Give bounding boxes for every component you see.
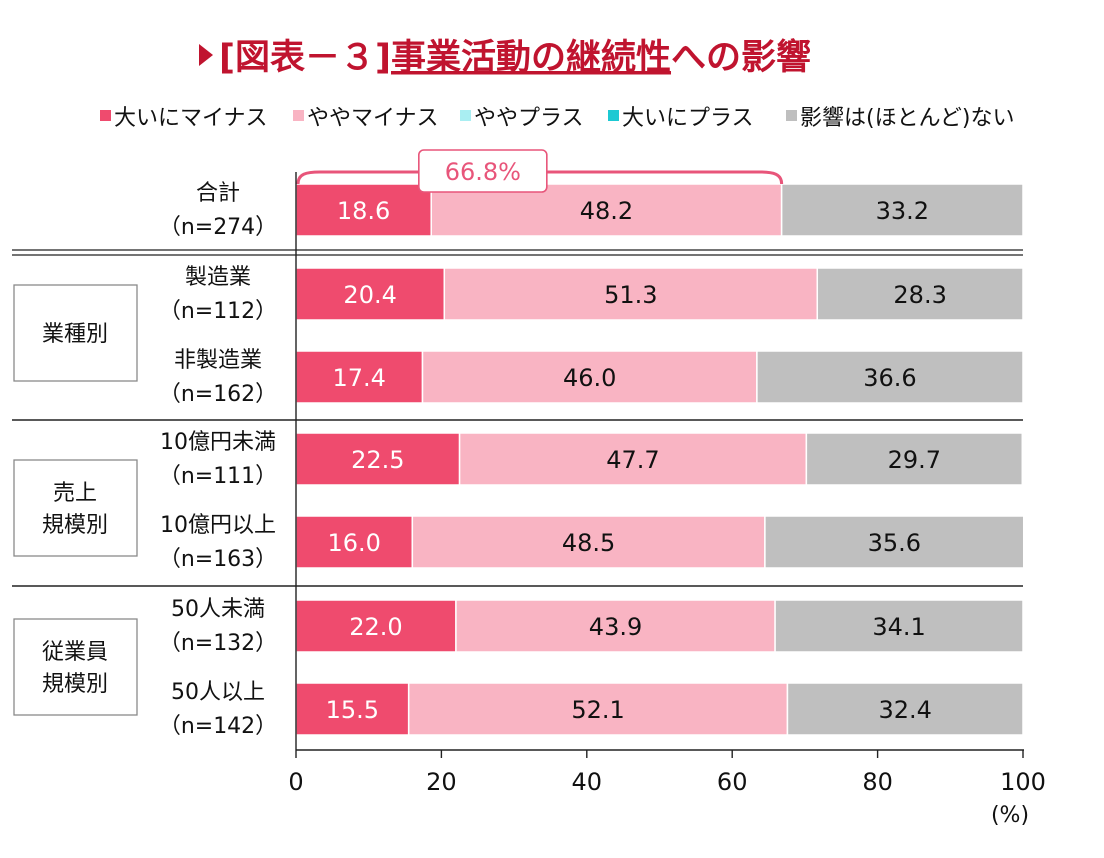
bar-label-row3-series2: 29.7 <box>888 446 941 474</box>
category-name-2: 非製造業 <box>174 348 262 373</box>
bar-label-row3-series0: 22.5 <box>351 446 404 474</box>
category-name-3: 10億円未満 <box>160 430 276 455</box>
bar-row4-series2 <box>764 515 1025 569</box>
title-marker-icon <box>199 44 213 66</box>
legend-label-3: ややプラス <box>474 106 584 131</box>
legend-swatch-4 <box>608 110 619 121</box>
bar-row3-series0 <box>295 432 461 486</box>
x-tick-label-5: 100 <box>1000 768 1046 796</box>
category-name-4: 10億円以上 <box>160 513 276 538</box>
category-name-0: 合計 <box>196 181 240 206</box>
bar-label-row6-series2: 32.4 <box>879 696 932 724</box>
bar-row5-series2 <box>774 599 1024 653</box>
bar-label-row1-series0: 20.4 <box>343 281 396 309</box>
bar-row3-series1 <box>458 432 808 486</box>
category-n-1: （n=112） <box>159 299 277 324</box>
group-box-3 <box>13 618 138 716</box>
group-label-1: 業種別 <box>42 322 108 347</box>
bar-row3-series2 <box>805 432 1024 486</box>
group-label-2: 売上規模別 <box>42 481 108 538</box>
x-tick-label-4: 80 <box>862 768 893 796</box>
category-name-1: 製造業 <box>185 265 251 290</box>
bar-row4-series1 <box>411 515 766 569</box>
bar-label-row2-series2: 36.6 <box>863 364 916 392</box>
category-labels: 合計 （n=274） 製造業 （n=112） 非製造業 （n=162） 10億円未満 （n=1… <box>159 181 277 739</box>
bar-row5-series1 <box>455 599 776 653</box>
title-main: 事業活動の継続性 <box>391 38 671 78</box>
bar-label-row1-series1: 51.3 <box>604 281 657 309</box>
category-n-4: （n=163） <box>159 547 277 572</box>
annotation-label: 66.8% <box>445 158 521 186</box>
title-prefix: [図表－３] <box>219 38 391 78</box>
bar-label-row0-series0: 18.6 <box>337 197 390 225</box>
annotation-box <box>418 149 548 193</box>
category-n-2: （n=162） <box>159 382 277 407</box>
category-n-6: （n=142） <box>159 714 277 739</box>
bar-label-row6-series1: 52.1 <box>571 696 624 724</box>
group-box-1 <box>13 284 138 382</box>
bar-label-row1-series2: 28.3 <box>893 281 946 309</box>
bar-label-row4-series1: 48.5 <box>562 529 615 557</box>
bar-row4-series0 <box>295 515 414 569</box>
x-tick-label-0: 0 <box>288 768 303 796</box>
bar-row1-series2 <box>816 267 1024 321</box>
bar-label-row6-series0: 15.5 <box>326 696 379 724</box>
legend-label-2: ややマイナス <box>307 106 439 131</box>
bar-row1-series1 <box>443 267 819 321</box>
category-name-5: 50人未満 <box>171 597 265 622</box>
bar-label-row5-series1: 43.9 <box>589 613 642 641</box>
category-n-0: （n=274） <box>159 215 277 240</box>
legend-label-5: 影響は(ほとんど)ない <box>800 106 1015 131</box>
bar-row6-series2 <box>786 682 1024 736</box>
bar-row2-series1 <box>421 350 758 404</box>
group-label-3: 従業員規模別 <box>42 640 108 697</box>
title-text: [図表－３]事業活動の継続性への影響 <box>219 37 811 78</box>
legend-label-4: 大いにプラス <box>622 106 754 131</box>
legend-swatch-1 <box>100 110 111 121</box>
bar-label-row0-series2: 33.2 <box>876 197 929 225</box>
bar-row6-series0 <box>295 682 410 736</box>
bar-label-row4-series0: 16.0 <box>327 529 380 557</box>
category-n-5: （n=132） <box>159 631 277 656</box>
category-n-3: （n=111） <box>159 464 277 489</box>
bar-label-row3-series1: 47.7 <box>606 446 659 474</box>
bar-label-row5-series0: 22.0 <box>349 613 402 641</box>
group-separators <box>12 249 1023 587</box>
x-tick-label-2: 40 <box>572 768 603 796</box>
bar-row2-series2 <box>756 350 1024 404</box>
legend-swatch-3 <box>460 110 471 121</box>
bar-label-row2-series1: 46.0 <box>563 364 616 392</box>
bar-label-row2-series0: 17.4 <box>333 364 386 392</box>
bar-label-row4-series2: 35.6 <box>868 529 921 557</box>
legend-swatch-2 <box>293 110 304 121</box>
bars: 18.6 48.2 33.2 20.4 51.3 28.3 17.4 46.0 36.6 22.5… <box>295 183 1025 736</box>
legend-swatch-5 <box>786 110 797 121</box>
legend-label-1: 大いにマイナス <box>114 106 268 131</box>
bar-row0-series2 <box>780 183 1024 237</box>
chart-title: [図表－３]事業活動の継続性への影響 <box>199 37 811 78</box>
bar-row0-series0 <box>295 183 432 237</box>
total-annotation: 66.8% <box>296 149 784 193</box>
x-axis: 0 20 40 60 80 100 (%) <box>288 172 1046 828</box>
x-tick-label-3: 60 <box>717 768 748 796</box>
x-tick-label-1: 20 <box>426 768 457 796</box>
legend: 大いにマイナス ややマイナス ややプラス 大いにプラス 影響は(ほとんど)ない <box>100 106 1015 131</box>
category-name-6: 50人以上 <box>171 680 265 705</box>
group-box-2 <box>13 459 138 557</box>
bar-row6-series1 <box>407 682 789 736</box>
bar-label-row5-series2: 34.1 <box>872 613 925 641</box>
bar-label-row0-series1: 48.2 <box>580 197 633 225</box>
x-axis-unit: (%) <box>991 803 1029 828</box>
title-suffix: への影響 <box>671 37 811 78</box>
